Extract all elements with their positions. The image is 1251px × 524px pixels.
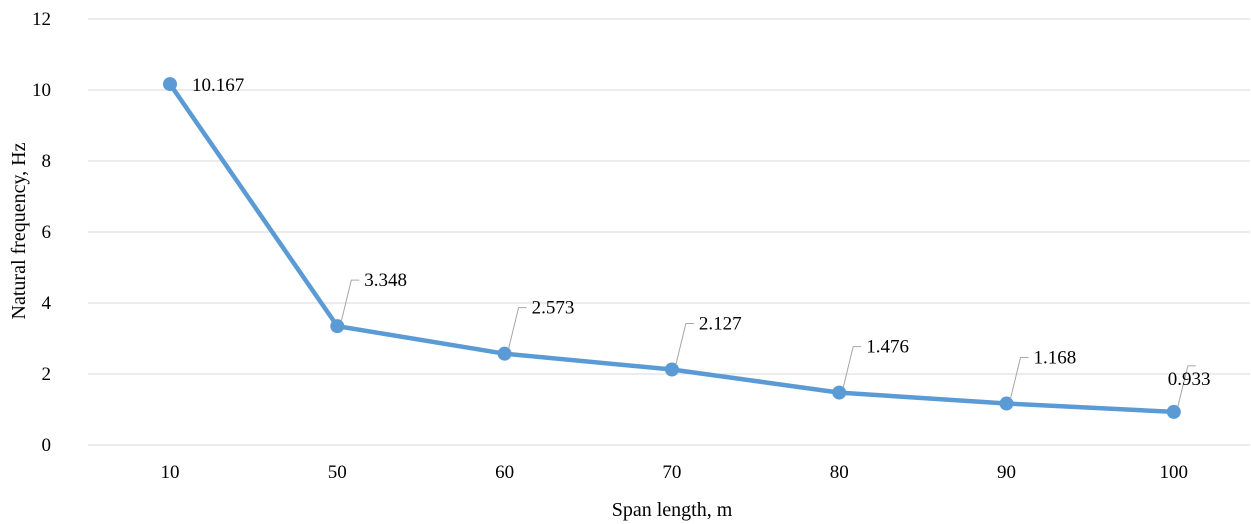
label-leader-line xyxy=(1177,365,1196,407)
y-axis-ticks: 0 2 4 6 8 10 12 xyxy=(32,9,52,456)
data-point xyxy=(832,385,847,400)
x-tick-label: 50 xyxy=(328,462,347,483)
x-tick-label: 70 xyxy=(662,462,681,483)
data-label: 0.933 xyxy=(1168,369,1211,390)
data-label: 3.348 xyxy=(364,270,407,291)
data-point xyxy=(163,77,177,92)
x-tick-label: 10 xyxy=(161,462,180,483)
data-point xyxy=(330,319,345,334)
x-tick-label: 60 xyxy=(495,462,514,483)
x-axis-ticks: 10 50 60 70 80 90 100 xyxy=(161,462,1189,483)
y-tick-label: 0 xyxy=(42,435,52,456)
label-leader-line xyxy=(675,322,694,365)
y-axis-title: Natural frequency, Hz xyxy=(8,142,30,319)
data-label: 10.167 xyxy=(192,75,244,96)
label-leader-line xyxy=(1010,357,1029,399)
y-tick-label: 2 xyxy=(42,364,52,385)
data-label: 1.476 xyxy=(866,337,909,358)
label-leader-line xyxy=(508,307,527,349)
label-leader-line xyxy=(340,279,360,322)
y-tick-label: 4 xyxy=(42,293,52,314)
data-point xyxy=(1166,404,1181,419)
data-label: 2.127 xyxy=(699,313,742,334)
data-point xyxy=(497,346,512,361)
gridlines xyxy=(88,18,1250,446)
y-tick-label: 8 xyxy=(42,151,52,172)
data-labels: 10.167 3.348 2.573 2.127 1.476 1.168 0.933 xyxy=(192,75,1211,407)
data-label: 1.168 xyxy=(1034,348,1077,369)
x-tick-label: 100 xyxy=(1160,462,1189,483)
data-label: 2.573 xyxy=(532,298,575,319)
data-point xyxy=(664,362,679,377)
x-tick-label: 80 xyxy=(830,462,849,483)
y-tick-label: 10 xyxy=(32,80,51,101)
series-group xyxy=(163,77,1181,419)
y-tick-label: 12 xyxy=(32,9,51,30)
x-tick-label: 90 xyxy=(997,462,1016,483)
label-leader-line xyxy=(842,346,862,388)
x-axis-title: Span length, m xyxy=(612,499,733,521)
data-point xyxy=(999,396,1014,411)
y-tick-label: 6 xyxy=(42,222,52,243)
